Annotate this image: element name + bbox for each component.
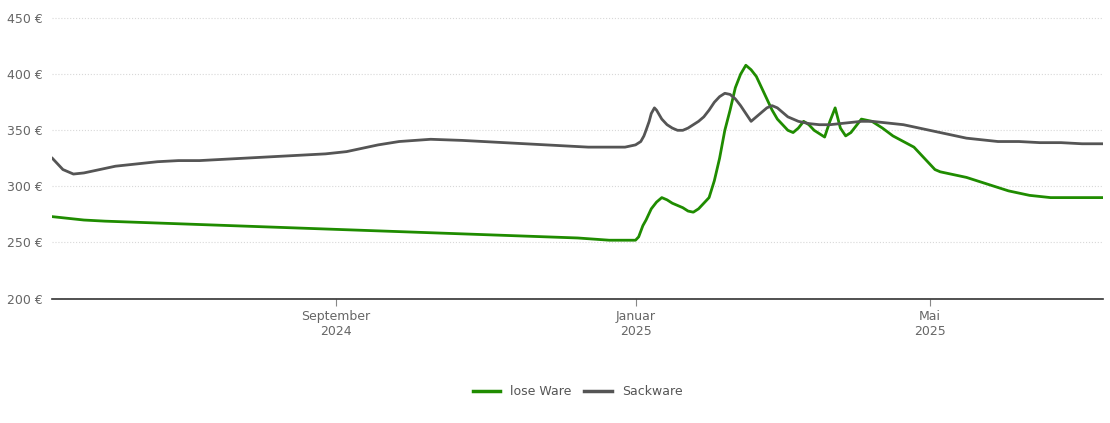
Legend: lose Ware, Sackware: lose Ware, Sackware	[468, 380, 687, 403]
